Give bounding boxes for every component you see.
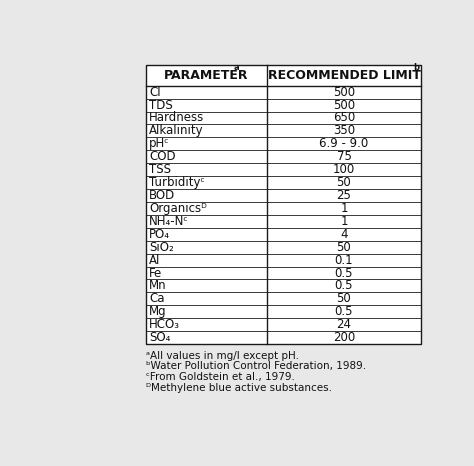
- Text: PARAMETER: PARAMETER: [164, 69, 248, 82]
- Text: 350: 350: [333, 124, 355, 137]
- Text: Hardness: Hardness: [149, 111, 204, 124]
- Text: 1: 1: [340, 202, 348, 215]
- Text: Al: Al: [149, 254, 161, 267]
- Text: b: b: [413, 63, 419, 72]
- Text: COD: COD: [149, 150, 176, 163]
- Text: 50: 50: [337, 240, 351, 254]
- Text: a: a: [234, 63, 239, 72]
- Text: Alkalinity: Alkalinity: [149, 124, 204, 137]
- Text: ᵃAll values in mg/l except pH.: ᵃAll values in mg/l except pH.: [146, 350, 299, 361]
- Text: 1: 1: [340, 215, 348, 228]
- Text: 650: 650: [333, 111, 355, 124]
- Text: PO₄: PO₄: [149, 228, 170, 241]
- Text: Mg: Mg: [149, 305, 167, 318]
- Text: 0.5: 0.5: [335, 305, 353, 318]
- Text: pHᶜ: pHᶜ: [149, 137, 170, 151]
- Text: 0.5: 0.5: [335, 267, 353, 280]
- Text: SO₄: SO₄: [149, 331, 171, 344]
- Text: 0.1: 0.1: [335, 254, 353, 267]
- Text: 4: 4: [340, 228, 348, 241]
- Text: 75: 75: [337, 150, 351, 163]
- Text: 0.5: 0.5: [335, 280, 353, 293]
- Text: 24: 24: [337, 318, 351, 331]
- Text: Ca: Ca: [149, 292, 165, 305]
- Text: 25: 25: [337, 189, 351, 202]
- Text: 50: 50: [337, 176, 351, 189]
- Text: ᵇWater Pollution Control Federation, 1989.: ᵇWater Pollution Control Federation, 198…: [146, 361, 366, 371]
- Text: Organicsᴰ: Organicsᴰ: [149, 202, 207, 215]
- Text: TSS: TSS: [149, 163, 171, 176]
- Text: Turbidityᶜ: Turbidityᶜ: [149, 176, 205, 189]
- Bar: [146, 65, 421, 344]
- Text: Cl: Cl: [149, 86, 161, 99]
- Text: 500: 500: [333, 99, 355, 111]
- Text: RECOMMENDED LIMIT: RECOMMENDED LIMIT: [267, 69, 420, 82]
- Text: BOD: BOD: [149, 189, 175, 202]
- Text: ᶜFrom Goldstein et al., 1979.: ᶜFrom Goldstein et al., 1979.: [146, 372, 294, 382]
- Text: ᴰMethylene blue active substances.: ᴰMethylene blue active substances.: [146, 383, 332, 393]
- Text: 6.9 - 9.0: 6.9 - 9.0: [319, 137, 369, 151]
- Text: Fe: Fe: [149, 267, 163, 280]
- Text: Mn: Mn: [149, 280, 167, 293]
- Text: HCO₃: HCO₃: [149, 318, 180, 331]
- Text: 200: 200: [333, 331, 355, 344]
- Text: 50: 50: [337, 292, 351, 305]
- Text: TDS: TDS: [149, 99, 173, 111]
- Text: 100: 100: [333, 163, 355, 176]
- Text: NH₄-Nᶜ: NH₄-Nᶜ: [149, 215, 189, 228]
- Text: 500: 500: [333, 86, 355, 99]
- Text: SiO₂: SiO₂: [149, 240, 174, 254]
